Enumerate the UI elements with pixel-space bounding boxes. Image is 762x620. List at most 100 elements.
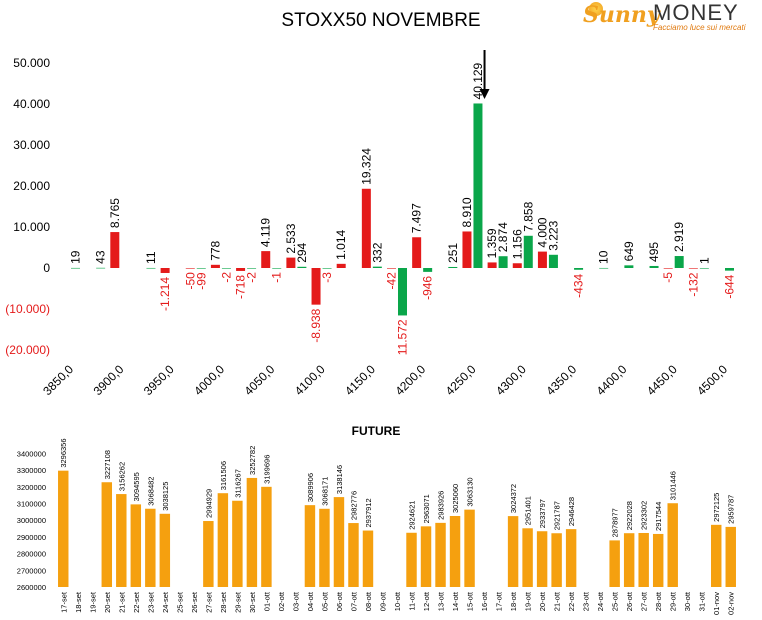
x-tick-label: 29-ott xyxy=(669,591,678,611)
histogram-bar xyxy=(110,232,120,268)
histogram-bar xyxy=(663,268,673,269)
y-tick-label: 3300000 xyxy=(17,466,46,475)
x-tick-label: 03-ott xyxy=(291,591,300,611)
future-bar xyxy=(101,482,113,587)
y-tick-label: 2800000 xyxy=(17,550,46,559)
data-label: 2924621 xyxy=(408,501,417,530)
histogram-bar xyxy=(272,268,282,269)
data-label: 2959787 xyxy=(727,495,736,524)
x-tick-label: 09-ott xyxy=(378,591,387,611)
future-chart-title: FUTURE xyxy=(352,424,401,438)
histogram-bar xyxy=(523,235,533,268)
data-label: 2946428 xyxy=(567,497,576,526)
future-bar xyxy=(246,477,258,587)
x-tick-label: 31-ott xyxy=(698,591,707,611)
data-label: 3089906 xyxy=(306,473,315,502)
future-bar xyxy=(725,526,736,587)
future-bar xyxy=(145,508,156,587)
x-tick-label: 25-ott xyxy=(611,591,620,611)
data-label: 19.324 xyxy=(359,148,373,185)
y-tick-label: 30.000 xyxy=(13,138,50,152)
data-label: 4.000 xyxy=(535,217,549,247)
x-tick-label: 18-set xyxy=(74,591,83,613)
sun-icon xyxy=(589,2,603,16)
x-tick-label: 10-ott xyxy=(393,591,402,611)
data-label: 3296356 xyxy=(59,438,68,467)
histogram-bar xyxy=(322,268,332,269)
data-label: -42 xyxy=(385,272,399,290)
histogram-bar xyxy=(599,267,609,269)
x-tick-label: 21-set xyxy=(117,591,126,613)
data-label: 2922028 xyxy=(625,501,634,530)
future-bar xyxy=(304,505,316,587)
x-tick-label: 08-ott xyxy=(364,591,373,611)
x-tick-label: 11-ott xyxy=(408,591,417,611)
future-bar xyxy=(116,494,127,587)
y-tick-label: 10.000 xyxy=(13,220,50,234)
x-tick-label: 17-set xyxy=(59,591,68,613)
future-bar xyxy=(667,503,678,587)
y-tick-label: 3400000 xyxy=(17,449,46,458)
histogram-bar xyxy=(247,268,257,269)
data-label: 3199696 xyxy=(262,455,271,484)
x-tick-label: 26-ott xyxy=(625,591,634,611)
x-tick-label: 27-ott xyxy=(640,591,649,611)
x-tick-label: 01-nov xyxy=(712,592,721,615)
x-tick-label: 13-ott xyxy=(437,591,446,611)
y-tick-label: 20.000 xyxy=(13,179,50,193)
future-bar xyxy=(261,486,272,587)
future-bar xyxy=(536,531,548,587)
future-bar xyxy=(362,530,374,587)
histogram-bar xyxy=(537,251,547,268)
future-bar xyxy=(348,523,359,587)
data-label: 2921787 xyxy=(553,501,562,530)
future-bar xyxy=(449,515,461,587)
x-tick-label: 25-set xyxy=(175,591,184,613)
data-label: 2982776 xyxy=(349,491,358,520)
data-label: 11 xyxy=(144,251,158,264)
histogram-bar xyxy=(649,265,659,268)
x-tick-label: 23-ott xyxy=(582,591,591,611)
y-tick-label: (10.000) xyxy=(5,302,50,316)
histogram-bar xyxy=(624,265,634,268)
future-bar xyxy=(130,504,142,587)
histogram-bar xyxy=(699,267,709,269)
x-tick-label: 07-ott xyxy=(349,591,358,611)
x-tick-label: 28-ott xyxy=(654,591,663,611)
x-tick-label: 19-set xyxy=(88,591,97,613)
future-bar xyxy=(652,533,664,587)
data-label: 3138146 xyxy=(335,465,344,494)
x-tick-label: 30-ott xyxy=(683,591,692,611)
future-bar xyxy=(711,524,722,587)
x-tick-label: 06-ott xyxy=(335,591,344,611)
data-label: 11.572 xyxy=(396,319,410,355)
histogram-bar xyxy=(311,268,321,305)
data-label: 7.858 xyxy=(521,201,535,231)
histogram-bar xyxy=(221,268,231,269)
histogram-bar xyxy=(210,264,220,268)
data-label: 2994929 xyxy=(204,489,213,518)
histogram-bar xyxy=(512,263,522,268)
data-label: 3063130 xyxy=(466,477,475,506)
data-label: 3094595 xyxy=(132,472,141,501)
histogram-bar xyxy=(688,268,698,269)
data-label: 43 xyxy=(94,250,108,264)
y-tick-label: 2900000 xyxy=(17,533,46,542)
data-label: 495 xyxy=(647,242,661,262)
histogram-bar xyxy=(473,103,483,268)
y-tick-label: 3200000 xyxy=(17,483,46,492)
histogram-bar xyxy=(297,266,307,268)
histogram-bar xyxy=(196,268,206,269)
y-tick-label: 2600000 xyxy=(17,583,46,592)
chart-title: STOXX50 NOVEMBRE xyxy=(281,10,481,31)
histogram-bar xyxy=(96,267,106,269)
data-label: 3161506 xyxy=(219,461,228,490)
data-label: 8.765 xyxy=(108,198,122,228)
x-tick-label: 16-ott xyxy=(480,591,489,611)
data-label: 294 xyxy=(295,242,309,262)
data-label: 3038125 xyxy=(161,482,170,511)
future-bar xyxy=(638,532,649,587)
future-bar xyxy=(464,509,475,587)
data-label: 332 xyxy=(370,242,384,262)
